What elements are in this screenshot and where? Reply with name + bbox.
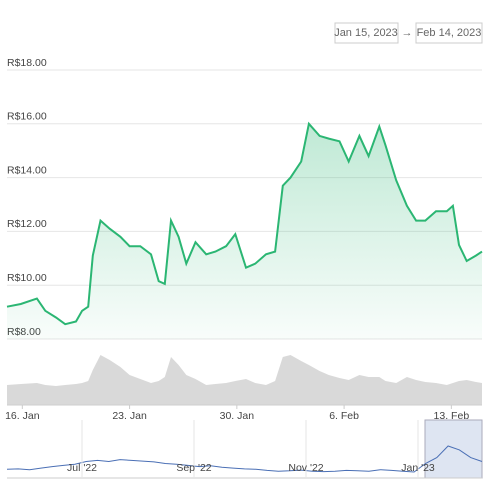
- navigator-label: Nov '22: [288, 462, 323, 474]
- date-from-box[interactable]: [334, 22, 399, 44]
- date-from[interactable]: Jan 15, 2023: [334, 27, 398, 39]
- x-tick-label: 6. Feb: [329, 410, 359, 422]
- x-tick-label: 30. Jan: [220, 410, 255, 422]
- navigator-label: Jan '23: [401, 462, 435, 474]
- date-separator: →: [402, 27, 413, 39]
- y-tick-label: R$12.00: [7, 218, 47, 230]
- volume-area: [7, 355, 482, 405]
- date-to[interactable]: Feb 14, 2023: [417, 27, 482, 39]
- x-tick-label: 13. Feb: [434, 410, 470, 422]
- y-tick-label: R$18.00: [7, 57, 47, 69]
- y-tick-label: R$14.00: [7, 164, 47, 176]
- navigator-label: Jul '22: [67, 462, 97, 474]
- navigator-label: Sep '22: [176, 462, 211, 474]
- price-line: [6, 121, 483, 326]
- x-tick-label: 23. Jan: [112, 410, 147, 422]
- date-to-box[interactable]: [415, 22, 483, 44]
- y-tick-label: R$16.00: [7, 111, 47, 123]
- price-area: [7, 123, 482, 339]
- y-tick-label: R$10.00: [7, 272, 47, 284]
- navigator-line: [6, 445, 483, 473]
- x-tick-label: 16. Jan: [5, 410, 40, 422]
